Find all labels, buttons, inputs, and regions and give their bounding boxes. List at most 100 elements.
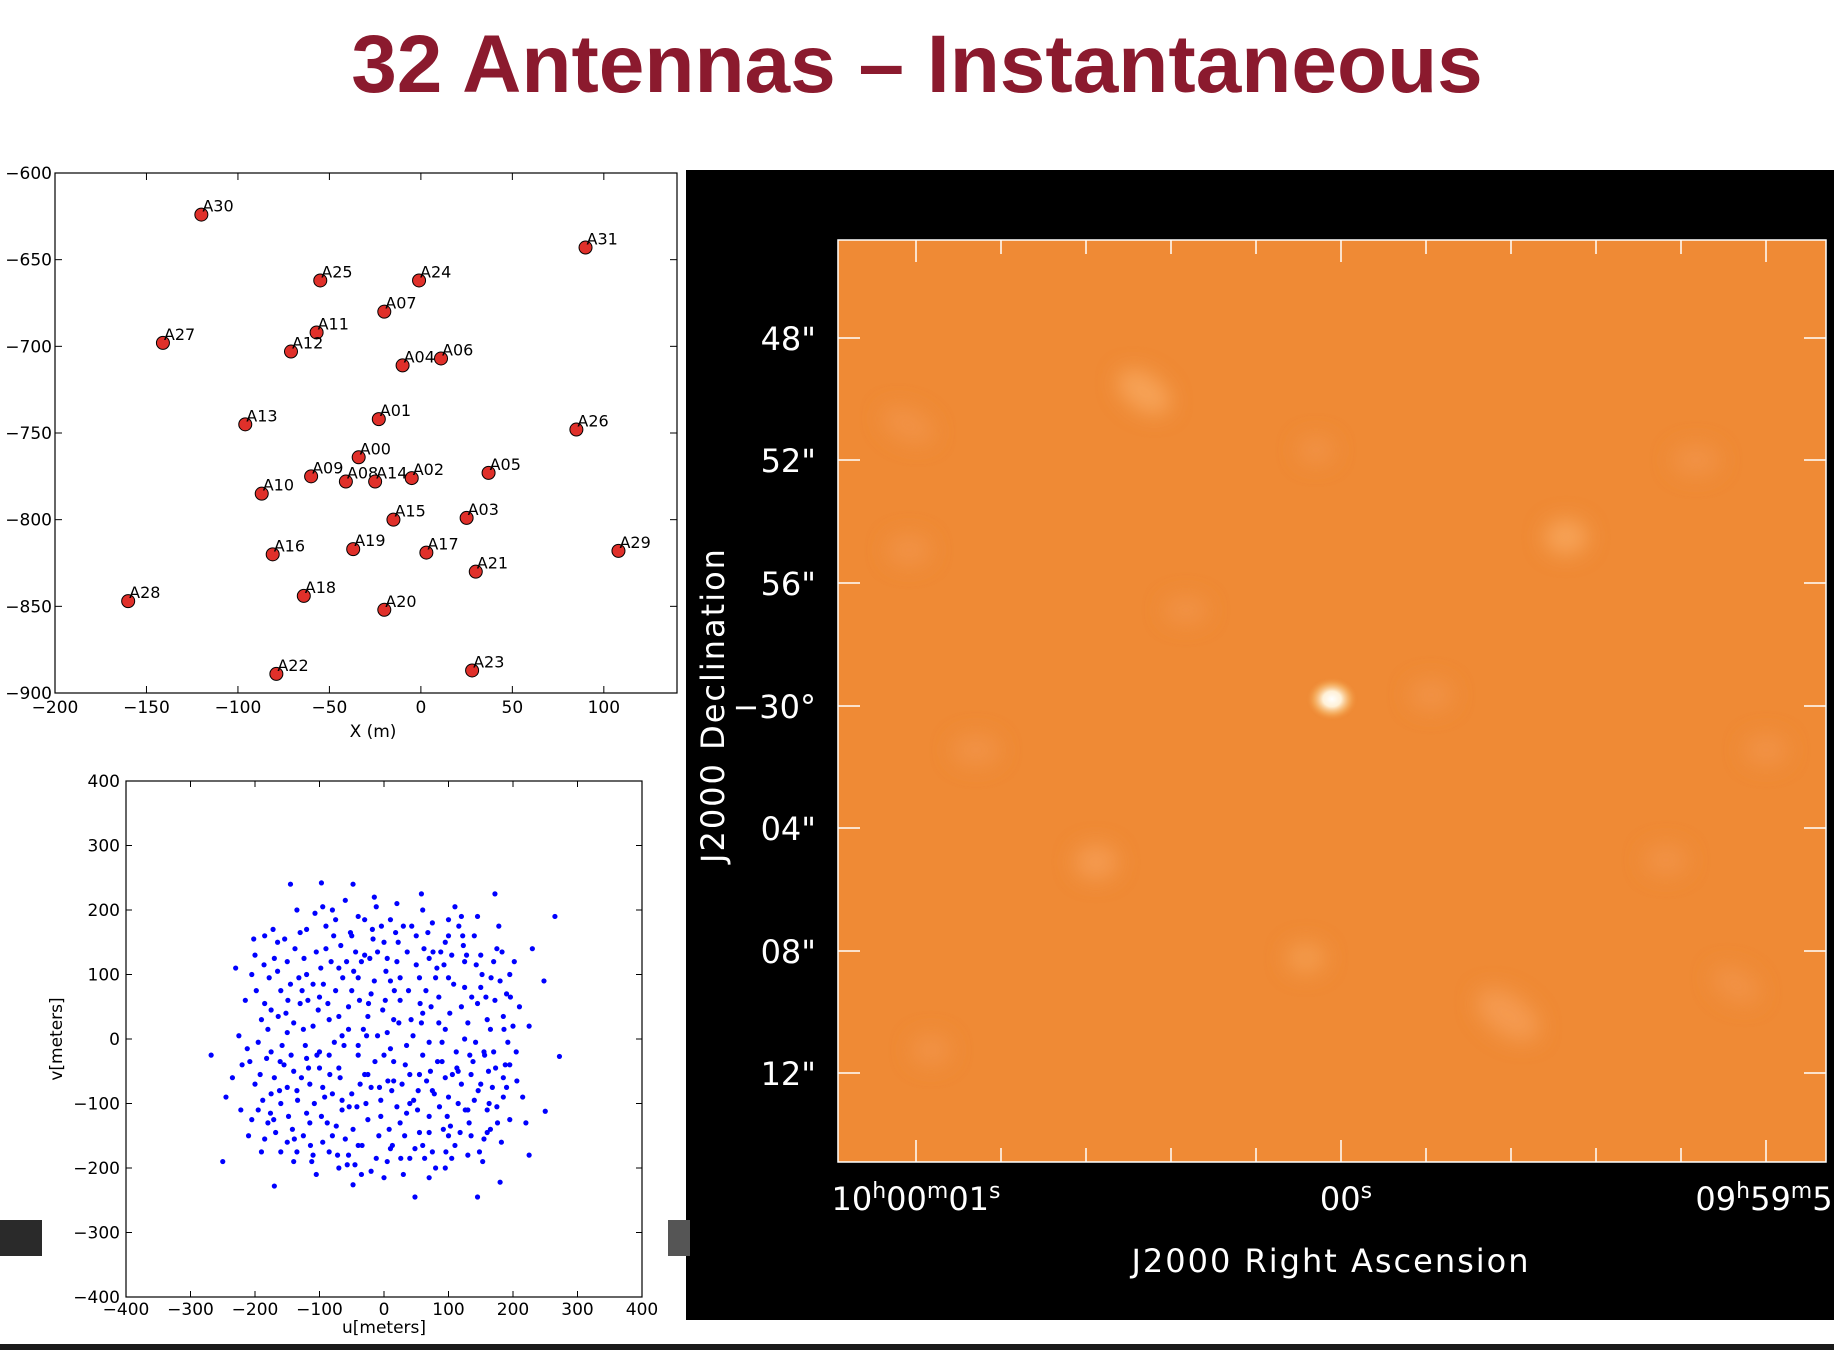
uv-point (242, 997, 248, 1003)
uv-point (381, 1052, 387, 1058)
uv-point (320, 1139, 326, 1145)
uv-point (417, 1000, 423, 1007)
uv-point (346, 1104, 352, 1110)
uv-point (526, 1023, 532, 1029)
uv-point (291, 1136, 297, 1142)
uv-point (294, 907, 300, 913)
uv-point (355, 1052, 361, 1058)
uv-point (386, 1126, 392, 1132)
uv-y-axis-label: v[meters] (47, 997, 67, 1080)
dirty-image-panel: 48" 52" 56" −30° 04" 08" 12" 10h00m01s 00s 09h59… (686, 170, 1834, 1320)
uv-point (304, 971, 310, 978)
uv-point (326, 1017, 332, 1023)
uv-point (331, 1039, 337, 1045)
uv-point (478, 1081, 484, 1087)
uv-point (516, 1004, 523, 1010)
uv-point (413, 933, 419, 939)
uv-point (393, 929, 399, 936)
uv-point (255, 1107, 261, 1113)
uv-point (294, 1097, 301, 1103)
uv-point (252, 1081, 258, 1087)
uv-point (251, 936, 257, 942)
antenna-marker (371, 412, 386, 427)
uv-point (481, 1136, 487, 1142)
uv-point (300, 1133, 306, 1139)
uv-point (465, 1020, 471, 1026)
uv-point (468, 1071, 474, 1078)
image-y-tick-label: 08" (761, 933, 816, 971)
uv-point (236, 1033, 242, 1039)
uv-point (365, 1117, 371, 1123)
uv-point (456, 923, 462, 929)
uv-point (474, 913, 481, 920)
uv-point (416, 975, 423, 981)
uv-point (318, 965, 324, 971)
noise-blob (881, 406, 935, 444)
uv-point (507, 1062, 513, 1068)
uv-point (233, 965, 239, 971)
uv-point (292, 946, 298, 952)
uv-point (499, 949, 505, 955)
layout-ticks: −200 −150 −100 −50 0 50 100 −600 −650 −700 −750 −80… (5, 164, 677, 718)
uv-point (420, 1010, 426, 1016)
uv-point (355, 1142, 361, 1149)
antenna-label: A30 (202, 197, 233, 216)
image-y-tick-label: 48" (761, 320, 816, 358)
uv-points (208, 880, 563, 1200)
uv-point (307, 1120, 313, 1126)
antenna-label: A00 (360, 439, 391, 458)
uv-point (433, 1165, 439, 1171)
uv-point (463, 952, 470, 958)
uv-point (283, 1010, 289, 1016)
antenna-marker (283, 344, 298, 359)
uv-point (368, 991, 374, 997)
uv-y-tick-label: 100 (88, 966, 120, 986)
layout-x-tick-label: −150 (123, 698, 170, 718)
uv-point (310, 1152, 316, 1158)
uv-point (358, 959, 365, 965)
uv-point (291, 1158, 297, 1165)
uv-point (452, 904, 458, 910)
antenna-marker (578, 240, 593, 255)
uv-coverage-plot: −400 −300 −200 −100 0 100 200 300 400 400 300 200 10… (47, 772, 658, 1338)
antenna-label: A06 (442, 340, 473, 359)
uv-point (238, 1107, 244, 1113)
uv-point (442, 939, 448, 945)
uv-point (466, 1120, 472, 1126)
uv-point (229, 1075, 236, 1081)
uv-y-tick-label: 0 (109, 1030, 120, 1050)
uv-point (357, 1081, 363, 1087)
uv-point (471, 933, 477, 939)
antenna-marker (481, 465, 496, 480)
bottom-rule (0, 1344, 1834, 1350)
uv-point (529, 946, 535, 952)
uv-point (441, 962, 447, 968)
uv-point (457, 1129, 463, 1136)
image-y-tick-labels: 48" 52" 56" −30° 04" 08" 12" (732, 320, 816, 1093)
uv-point (427, 1068, 434, 1074)
uv-point (497, 1179, 503, 1185)
uv-point (333, 1123, 339, 1129)
uv-point (374, 1033, 381, 1039)
uv-point (472, 1039, 479, 1045)
uv-point (503, 991, 510, 997)
uv-point (313, 1171, 319, 1178)
uv-point (398, 1155, 404, 1161)
uv-point (327, 1071, 333, 1078)
antenna-label: A11 (318, 314, 349, 333)
image-y-tick-label: 12" (761, 1055, 816, 1093)
uv-x-tick-label: −400 (103, 1300, 150, 1320)
uv-point (488, 975, 494, 981)
uv-point (285, 997, 291, 1003)
uv-point (491, 1049, 497, 1055)
uv-point (467, 1052, 473, 1058)
uv-point (314, 1052, 320, 1058)
uv-point (302, 1042, 308, 1049)
uv-point (455, 1100, 461, 1107)
uv-point (277, 1058, 283, 1065)
uv-point (371, 894, 377, 900)
layout-x-tick-label: −100 (215, 698, 262, 718)
uv-point (487, 1026, 494, 1032)
uv-point (349, 988, 355, 994)
uv-point (400, 923, 406, 929)
